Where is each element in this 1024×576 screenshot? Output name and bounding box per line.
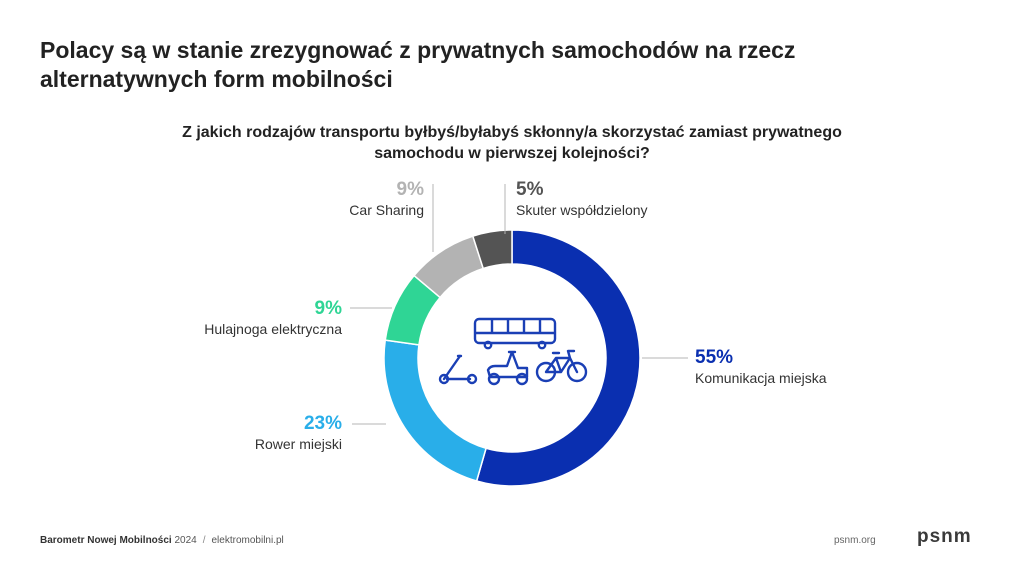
chart-subtitle: Z jakich rodzajów transportu byłbyś/była… xyxy=(182,124,842,162)
footer-brand: Barometr Nowej Mobilności xyxy=(40,535,172,546)
donut-slices xyxy=(383,229,641,487)
label-rower-miejski: 23% Rower miejski xyxy=(255,413,342,453)
bus-icon xyxy=(473,317,557,350)
psnm-logo: psnm xyxy=(917,526,972,547)
value-label: 55% xyxy=(695,347,734,368)
label-skuter-wspoldzielony: 5% Skuter współdzielony xyxy=(516,179,648,219)
label-hulajnoga-elektryczna: 9% Hulajnoga elektryczna xyxy=(204,298,342,338)
footer-separator: / xyxy=(202,535,206,546)
label-car-sharing: 9% Car Sharing xyxy=(349,179,424,219)
value-label: 9% xyxy=(314,298,342,319)
scooter-icon xyxy=(438,354,478,385)
slice-name: Hulajnoga elektryczna xyxy=(204,321,342,337)
leader-lines xyxy=(350,184,688,425)
footer-source: Barometr Nowej Mobilności 2024 / elektromo… xyxy=(40,535,284,546)
footer-year: 2024 xyxy=(174,535,197,546)
value-label: 23% xyxy=(303,413,342,434)
slice-name: Komunikacja miejska xyxy=(695,370,827,386)
label-komunikacja-miejska: 55% Komunikacja miejska xyxy=(695,347,827,387)
value-label: 5% xyxy=(516,179,544,200)
org-site-link[interactable]: psnm.org xyxy=(834,535,876,546)
slice-name: Skuter współdzielony xyxy=(516,202,648,218)
slice-rower-miejski xyxy=(383,339,487,482)
bicycle-icon xyxy=(535,349,588,383)
slice-name: Rower miejski xyxy=(254,436,342,452)
slice-skuter-współdzielony xyxy=(471,229,513,270)
value-label: 9% xyxy=(396,179,424,200)
footer-site-link[interactable]: elektromobilni.pl xyxy=(211,535,284,546)
slice-komunikacja-miejska xyxy=(475,229,641,487)
slice-name: Car Sharing xyxy=(349,202,424,218)
chart-title: Polacy są w stanie zrezygnować z prywatn… xyxy=(40,37,796,92)
moped-icon xyxy=(486,350,529,386)
